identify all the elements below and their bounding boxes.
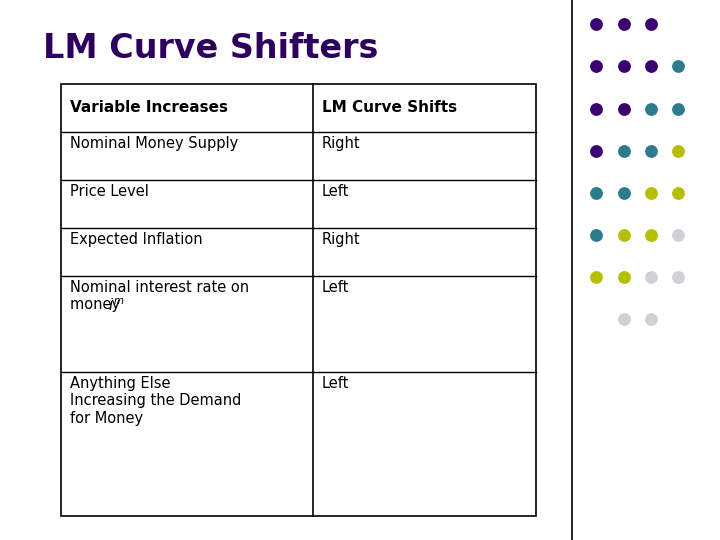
Text: Expected Inflation: Expected Inflation [70, 232, 202, 247]
Text: Nominal Money Supply: Nominal Money Supply [70, 136, 238, 151]
Text: Right: Right [322, 136, 361, 151]
Text: $i^m$: $i^m$ [108, 297, 124, 314]
Text: Anything Else
Increasing the Demand
for Money: Anything Else Increasing the Demand for … [70, 376, 241, 426]
Text: Left: Left [322, 184, 349, 199]
Text: Price Level: Price Level [70, 184, 149, 199]
Text: Left: Left [322, 376, 349, 391]
Text: Left: Left [322, 280, 349, 295]
Text: Right: Right [322, 232, 361, 247]
Text: LM Curve Shifts: LM Curve Shifts [322, 100, 457, 115]
Text: Variable Increases: Variable Increases [70, 100, 228, 115]
Text: LM Curve Shifters: LM Curve Shifters [43, 32, 379, 65]
Text: Nominal interest rate on
money: Nominal interest rate on money [70, 280, 249, 313]
